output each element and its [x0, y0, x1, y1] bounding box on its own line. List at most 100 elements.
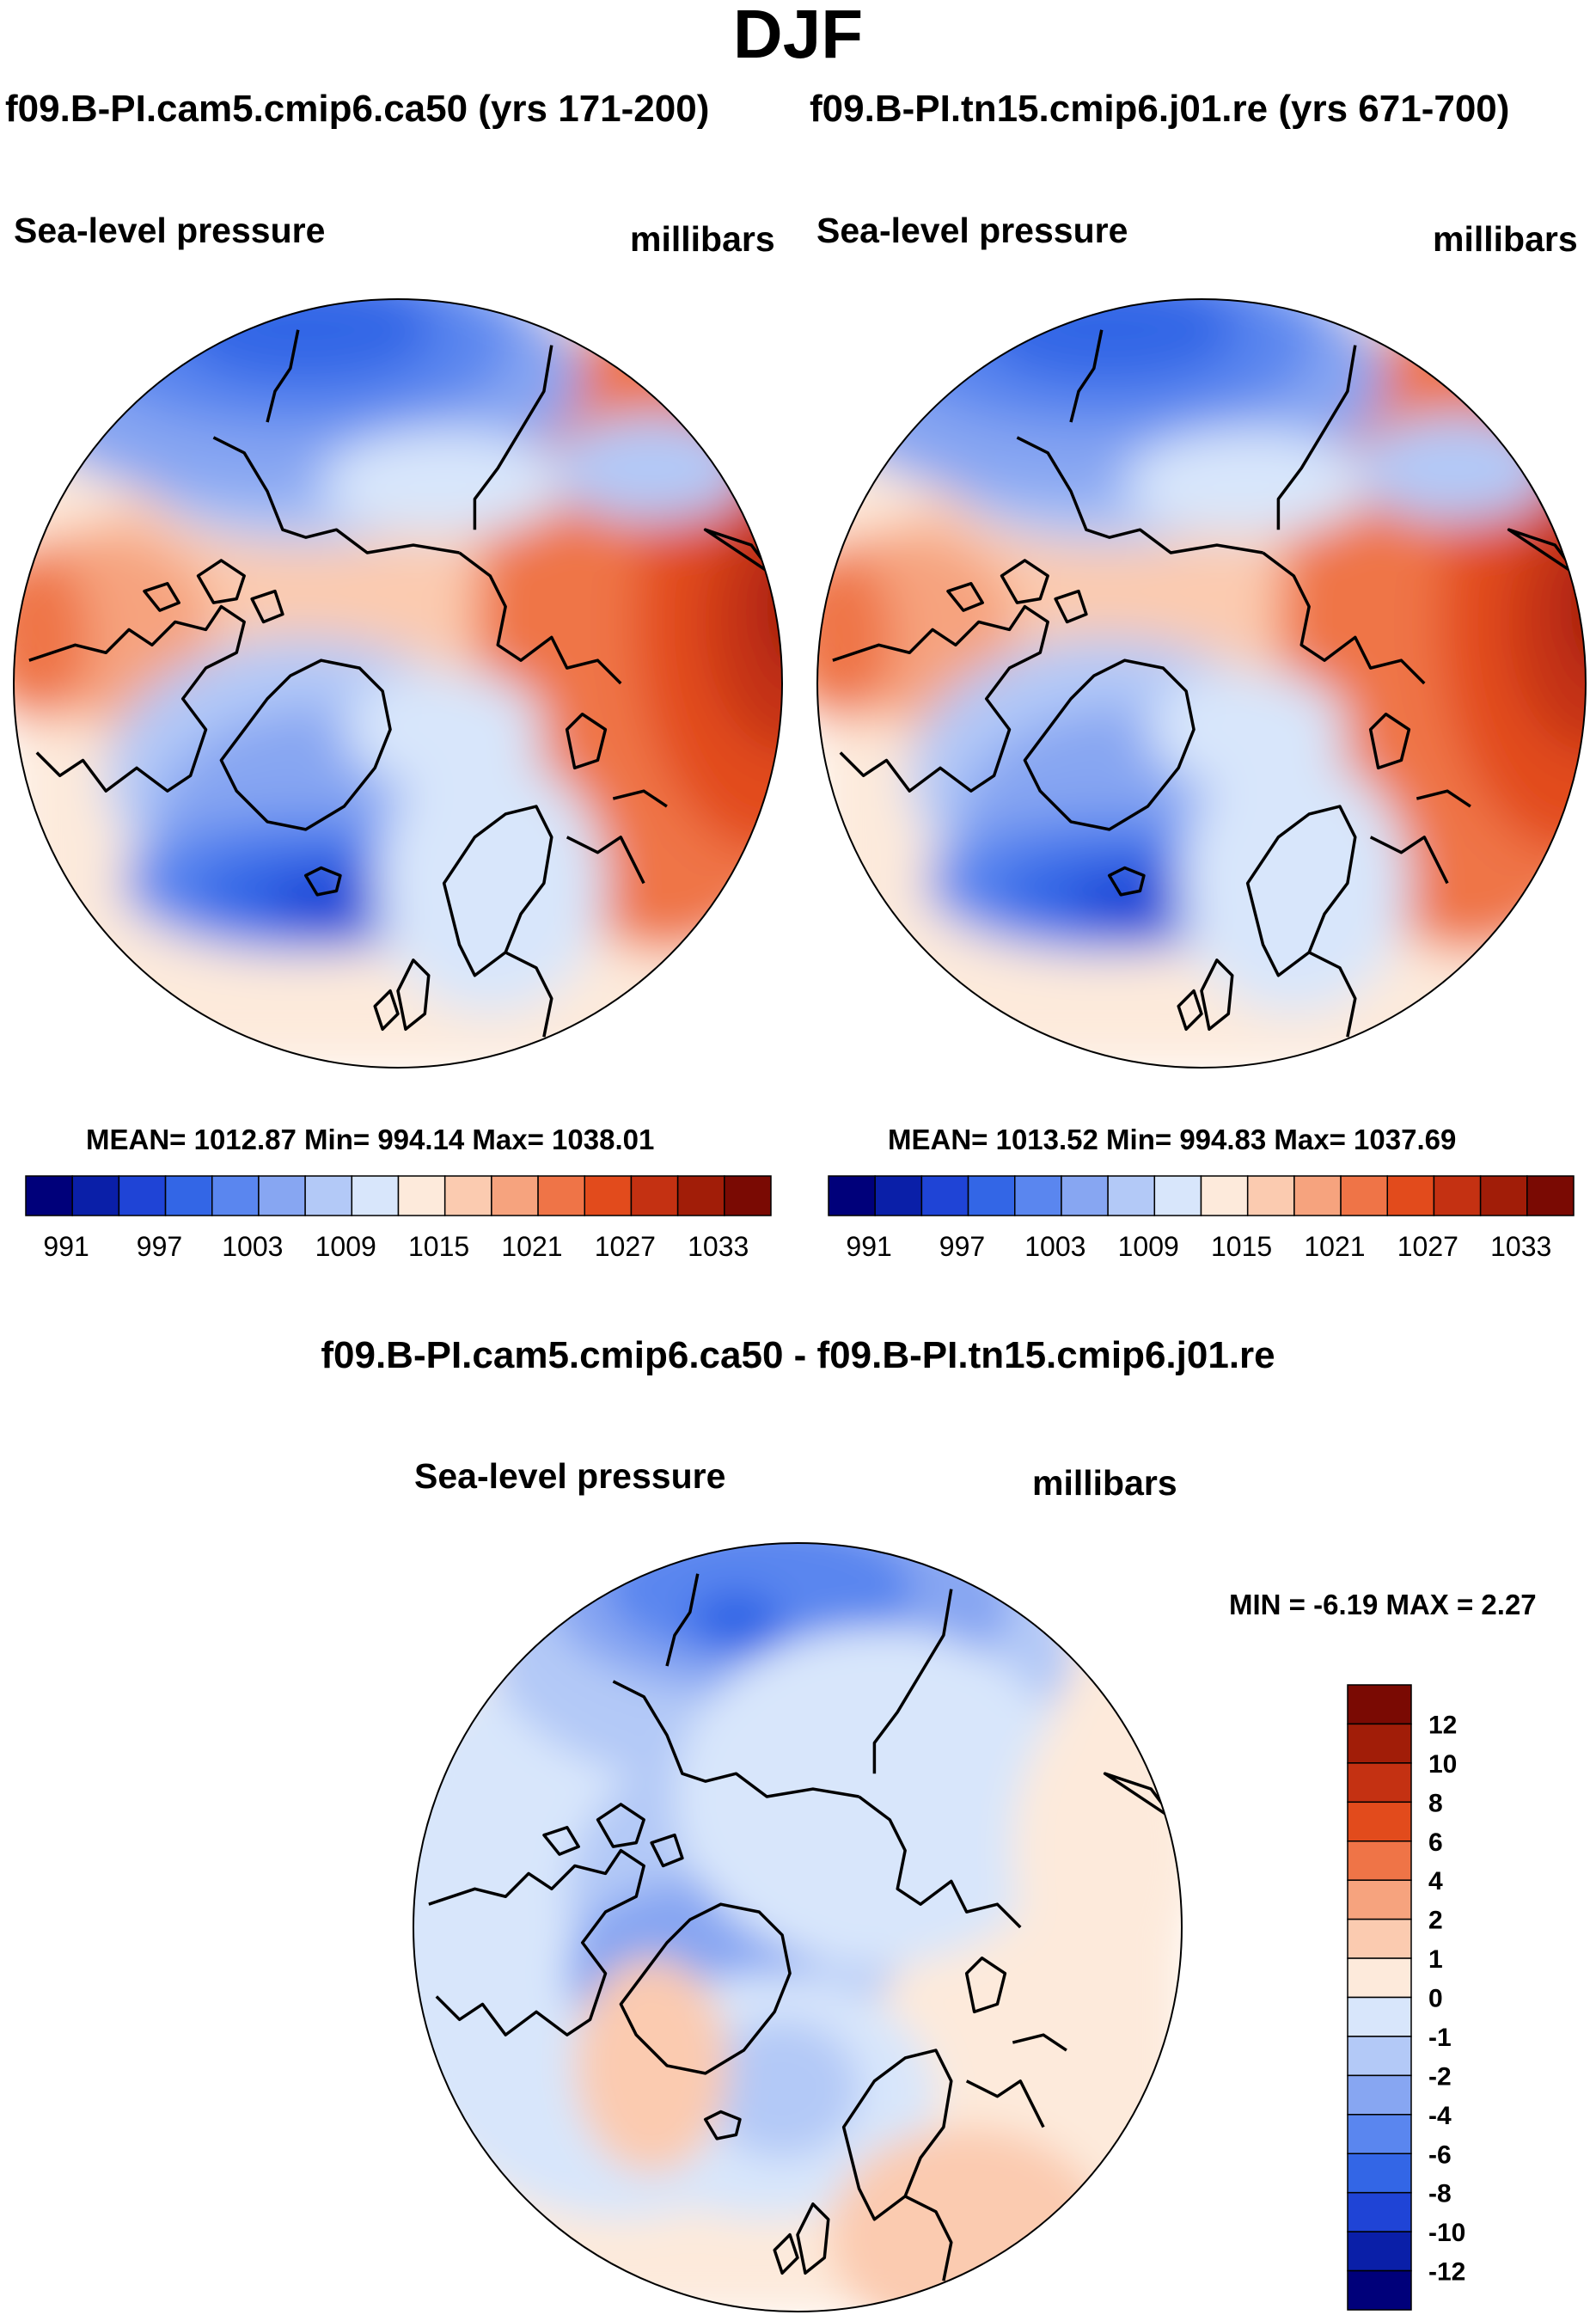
- panel-2-colorbar-color-box: [1246, 1175, 1295, 1216]
- panel-3-colorbar-tick-label: 4: [1428, 1867, 1443, 1895]
- panel-1-colorbar-color-box: [676, 1175, 725, 1216]
- panel-1-colorbar-tick-label: 1021: [501, 1231, 562, 1262]
- panel-1-colorbar-color-box: [25, 1175, 73, 1216]
- panel-3-colorbar-color-box: [1347, 2114, 1412, 2154]
- panel-1-stats: MEAN= 1012.87 Min= 994.14 Max= 1038.01: [86, 1124, 655, 1155]
- panel-3-colorbar-color-box: [1347, 1918, 1412, 1959]
- panel-3-units-label: millibars: [1032, 1463, 1177, 1503]
- panel-1-colorbar-tick-label: 1015: [408, 1231, 469, 1262]
- panel-3-map-border: [413, 1542, 1183, 2312]
- panel-3-colorbar-color-box: [1347, 1879, 1412, 1920]
- panel-3-colorbar-color-box: [1347, 2153, 1412, 2194]
- panel-2-colorbar-color-box: [874, 1175, 923, 1216]
- panel-1-map-border: [13, 298, 783, 1069]
- panel-3-variable-label: Sea-level pressure: [414, 1456, 726, 1496]
- panel-3-colorbar-color-box: [1347, 1762, 1412, 1804]
- panel-1-colorbar-color-box: [584, 1175, 633, 1216]
- panel-3-colorbar-tick-label: -8: [1428, 2180, 1452, 2208]
- panel-1-colorbar-color-box: [71, 1175, 120, 1216]
- panel-2-colorbar-color-box: [1107, 1175, 1156, 1216]
- figure-title: DJF: [732, 0, 864, 72]
- panel-3-colorbar-tick-label: -6: [1428, 2140, 1452, 2169]
- panel-1-variable-label: Sea-level pressure: [14, 211, 326, 250]
- panel-3-colorbar-color-box: [1347, 1957, 1412, 1999]
- panel-2-colorbar-color-box: [1200, 1175, 1249, 1216]
- panel-3-colorbar-tick-label: -2: [1428, 2062, 1452, 2091]
- panel-1-colorbar-color-box: [397, 1175, 446, 1216]
- panel-3-colorbar-color-box: [1347, 1996, 1412, 2037]
- panel-3-colorbar-tick-label: -4: [1428, 2102, 1452, 2130]
- panel-3-colorbar-tick-label: -10: [1428, 2219, 1465, 2247]
- panel-1-colorbar-color-box: [724, 1175, 772, 1216]
- panel-1-colorbar-tick-label: 991: [43, 1231, 89, 1262]
- panel-2-colorbar-color-box: [1479, 1175, 1528, 1216]
- panel-1-colorbar-color-box: [164, 1175, 213, 1216]
- panel-3-colorbar-color-box: [1347, 1723, 1412, 1764]
- panel-2-colorbar-color-box: [1153, 1175, 1202, 1216]
- panel-1-colorbar-tick-label: 1033: [688, 1231, 749, 1262]
- panel-1-colorbar-color-box: [443, 1175, 492, 1216]
- panel-2-colorbar-tick-label: 1033: [1490, 1231, 1551, 1262]
- panel-2-colorbar-color-box: [1014, 1175, 1062, 1216]
- panel-3-colorbar-tick-label: 12: [1428, 1711, 1457, 1739]
- panel-2-colorbar: 991 997 1003 1009 1015 1021 1027 1033: [828, 1175, 1575, 1262]
- panel-3-difference-map: [413, 1542, 1183, 2312]
- panel-1-colorbar-tick-label: 1027: [595, 1231, 656, 1262]
- panel-2-map-border: [816, 298, 1587, 1069]
- panel-3-colorbar-tick-label: -1: [1428, 2024, 1452, 2052]
- panel-2-colorbar-tick-label: 1015: [1211, 1231, 1272, 1262]
- panel-1-colorbar-tick-label: 997: [137, 1231, 182, 1262]
- panel-2-colorbar-color-box: [1293, 1175, 1342, 1216]
- difference-title: f09.B-PI.cam5.cmip6.ca50 - f09.B-PI.tn15…: [321, 1334, 1275, 1376]
- panel-2-case-title: f09.B-PI.tn15.cmip6.j01.re (yrs 671-700): [810, 88, 1510, 130]
- panel-3-colorbar-tick-label: 8: [1428, 1789, 1443, 1817]
- panel-2-stats: MEAN= 1013.52 Min= 994.83 Max= 1037.69: [888, 1124, 1457, 1155]
- panel-2-variable-label: Sea-level pressure: [816, 211, 1128, 250]
- panel-2-colorbar-tick-label: 1003: [1024, 1231, 1085, 1262]
- panel-3-colorbar-tick-label: 10: [1428, 1750, 1457, 1779]
- panel-2-colorbar-tick-label: 997: [939, 1231, 985, 1262]
- panel-3-colorbar-color-box: [1347, 2074, 1412, 2116]
- panel-3-colorbar-color-box: [1347, 1840, 1412, 1881]
- panel-2-colorbar-tick-label: 1027: [1397, 1231, 1458, 1262]
- panel-2-coastlines: [833, 330, 1578, 1037]
- panel-2-colorbar-tick-label: 1021: [1304, 1231, 1365, 1262]
- panel-2-colorbar-color-box: [1526, 1175, 1575, 1216]
- panel-3-colorbar-color-box: [1347, 1801, 1412, 1842]
- panel-1-colorbar-color-box: [211, 1175, 260, 1216]
- panel-1-case-title: f09.B-PI.cam5.cmip6.ca50 (yrs 171-200): [5, 88, 710, 130]
- panel-3-colorbar-tick-label: -12: [1428, 2258, 1465, 2287]
- panel-1-colorbar-color-box: [118, 1175, 167, 1216]
- panel-2-colorbar-color-box: [920, 1175, 969, 1216]
- panel-1-colorbar-color-box: [304, 1175, 353, 1216]
- panel-1-pressure-field: [14, 299, 782, 1068]
- panel-1-colorbar-tick-label: 1009: [315, 1231, 376, 1262]
- panel-2-units-label: millibars: [1433, 219, 1578, 259]
- panel-3-colorbar-tick-label: 6: [1428, 1828, 1443, 1857]
- panel-3-colorbar-color-box: [1347, 1684, 1412, 1725]
- panel-3-colorbar-color-box: [1347, 2191, 1412, 2232]
- panel-1-colorbar-color-box: [537, 1175, 585, 1216]
- panel-1-coastlines: [29, 330, 774, 1037]
- panel-3-colorbar-tick-label: 0: [1428, 1985, 1443, 2013]
- panel-2-colorbar-color-box: [1340, 1175, 1388, 1216]
- panel-1-colorbar-color-box: [630, 1175, 679, 1216]
- panel-2-colorbar-tick-label: 991: [846, 1231, 891, 1262]
- panel-3-stats: MIN = -6.19 MAX = 2.27: [1229, 1589, 1537, 1620]
- panel-1-map: [13, 298, 783, 1069]
- panel-2-colorbar-tick-label: 1009: [1118, 1231, 1179, 1262]
- panel-2-pressure-field: [817, 299, 1586, 1068]
- panel-2-colorbar-color-box: [1433, 1175, 1482, 1216]
- panel-3-colorbar-color-box: [1347, 2036, 1412, 2077]
- panel-3-colorbar-tick-label: 1: [1428, 1945, 1443, 1974]
- panel-2-colorbar-color-box: [1386, 1175, 1435, 1216]
- panel-1-colorbar-tick-label: 1003: [222, 1231, 283, 1262]
- panel-2-map: [816, 298, 1587, 1069]
- panel-1-colorbar-color-box: [258, 1175, 306, 1216]
- panel-3-colorbar-color-box: [1347, 2231, 1412, 2272]
- panel-3-colorbar-color-box: [1347, 2269, 1412, 2311]
- panel-1-colorbar-color-box: [351, 1175, 400, 1216]
- panel-2-colorbar-color-box: [828, 1175, 876, 1216]
